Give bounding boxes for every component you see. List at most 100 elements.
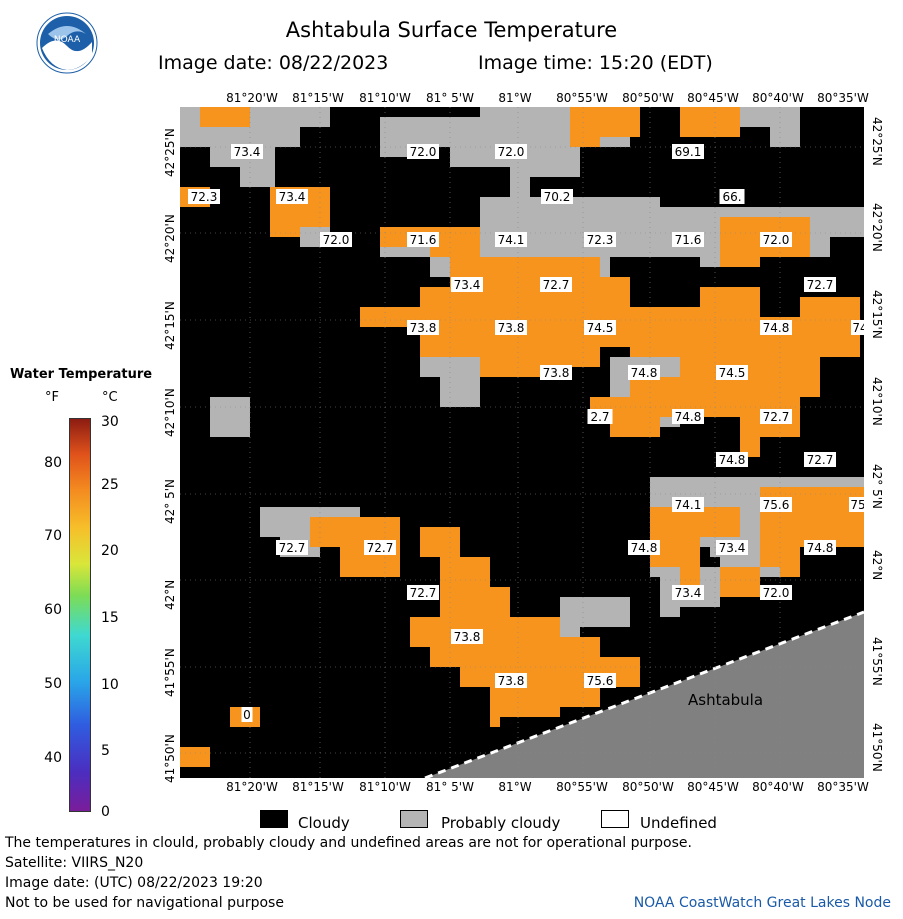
temp-label: 73.4 (719, 541, 746, 555)
temp-label: 74.8 (807, 541, 834, 555)
lat-label-right: 42°15'N (870, 290, 884, 339)
f-tick: 40 (44, 750, 62, 766)
temp-label: 74.8 (719, 453, 746, 467)
temp-label: 73.8 (454, 630, 481, 644)
color-bar (69, 418, 91, 812)
temp-label-box (495, 144, 527, 159)
temp-label-box (804, 540, 836, 555)
temp-label-box (407, 144, 439, 159)
lat-label-left: 41°55'N (163, 648, 177, 697)
temp-label: 73.4 (454, 278, 481, 292)
temp-label: 73.8 (498, 674, 525, 688)
footer-satellite: Satellite: VIIRS_N20 (5, 855, 144, 871)
temp-label-box (587, 409, 613, 424)
temp-label: 75.6 (763, 498, 790, 512)
c-tick: 10 (101, 677, 119, 693)
lon-label-bottom: 81°20'W (226, 780, 278, 794)
temp-label: 74 (852, 321, 864, 335)
temp-label: 66. (722, 190, 741, 204)
temp-label-box (495, 320, 527, 335)
c-tick: 0 (101, 804, 110, 820)
temp-label: 70.2 (544, 190, 571, 204)
unit-celsius: °C (102, 390, 118, 405)
lat-label-left: 42°25'N (163, 128, 177, 177)
legend-title: Water Temperature (10, 367, 153, 382)
temp-label: 72.0 (763, 233, 790, 247)
temp-label-box (407, 232, 439, 247)
temp-label-box (540, 365, 572, 380)
lon-label-bottom: 81°15'W (292, 780, 344, 794)
temp-label-box (584, 232, 616, 247)
temp-label-box (495, 232, 527, 247)
page-title: Ashtabula Surface Temperature (285, 18, 618, 42)
temp-label-box (672, 497, 704, 512)
temp-label-box (541, 189, 573, 204)
temp-label: 75 (850, 498, 864, 512)
temp-label-box (276, 189, 308, 204)
temp-label: 74.1 (498, 233, 525, 247)
lat-label-right: 41°50'N (870, 723, 884, 772)
lat-label-right: 42° 5'N (870, 464, 884, 509)
temp-label: 72.7 (807, 453, 834, 467)
lon-label-bottom: 81°W (498, 780, 532, 794)
lat-label-left: 42°N (163, 579, 177, 610)
temp-label: 72.7 (543, 278, 570, 292)
footer-utc-date: Image date: (UTC) 08/22/2023 19:20 (5, 875, 263, 891)
temp-label-box (584, 320, 616, 335)
lon-label-top: 81°20'W (226, 91, 278, 105)
temp-label: 73.8 (543, 366, 570, 380)
temp-label-box (804, 452, 836, 467)
temp-label: 72.7 (807, 278, 834, 292)
footer-credit: NOAA CoastWatch Great Lakes Node (633, 895, 891, 911)
temp-label: 72.3 (587, 233, 614, 247)
f-tick: 70 (44, 528, 62, 544)
lon-label-top: 80°50'W (622, 91, 674, 105)
lon-label-bottom: 80°40'W (752, 780, 804, 794)
lon-label-top: 81° 5'W (426, 91, 474, 105)
lon-label-top: 80°35'W (817, 91, 869, 105)
temp-label: 73.4 (234, 145, 261, 159)
temp-label-box (231, 144, 263, 159)
temp-label-box (320, 232, 352, 247)
lon-label-bottom: 80°35'W (817, 780, 869, 794)
temp-label-box (716, 452, 748, 467)
lon-label-top: 80°40'W (752, 91, 804, 105)
temp-label-box (760, 232, 792, 247)
c-tick: 5 (101, 743, 110, 759)
temp-label-box (451, 629, 483, 644)
temp-label: 72.3 (191, 190, 218, 204)
place-label-ashtabula: Ashtabula (688, 691, 763, 709)
temp-label-box (760, 497, 792, 512)
temp-label: 74.8 (631, 541, 658, 555)
temp-label-box (276, 540, 308, 555)
temp-label: 74.5 (587, 321, 614, 335)
temp-label: 72.0 (323, 233, 350, 247)
temp-label-box (719, 189, 745, 204)
temp-label: 72.7 (279, 541, 306, 555)
temp-label: 72.0 (410, 145, 437, 159)
temp-label: 72.7 (410, 586, 437, 600)
lon-label-top: 81°10'W (359, 91, 411, 105)
lon-label-bottom: 80°55'W (556, 780, 608, 794)
unit-fahrenheit: °F (45, 390, 59, 405)
temp-label: 74.8 (763, 321, 790, 335)
lon-label-bottom: 81° 5'W (426, 780, 474, 794)
temperature-map: Ashtabula 73.4 72.0 72.0 69.1 72.3 73.4 70.2 66… (180, 107, 869, 782)
lat-label-right: 42°25'N (870, 117, 884, 166)
lat-label-left: 42°10'N (163, 388, 177, 437)
temp-label: 71.6 (410, 233, 437, 247)
key-undefined-label: Undefined (640, 814, 717, 832)
temp-label: 2.7 (590, 410, 609, 424)
map-canvas: Ashtabula 73.4 72.0 72.0 69.1 72.3 73.4 70.2 66… (180, 107, 869, 780)
temp-label-box (716, 365, 748, 380)
f-tick: 80 (44, 455, 62, 471)
lon-label-bottom: 81°10'W (359, 780, 411, 794)
c-tick: 20 (101, 543, 119, 559)
temp-label: 71.6 (675, 233, 702, 247)
c-tick: 15 (101, 610, 119, 626)
temp-label: 75.6 (587, 674, 614, 688)
lon-label-bottom: 80°50'W (622, 780, 674, 794)
lon-label-top: 81°W (498, 91, 532, 105)
lat-label-right: 42°20'N (870, 203, 884, 252)
temp-label-box (407, 320, 439, 335)
